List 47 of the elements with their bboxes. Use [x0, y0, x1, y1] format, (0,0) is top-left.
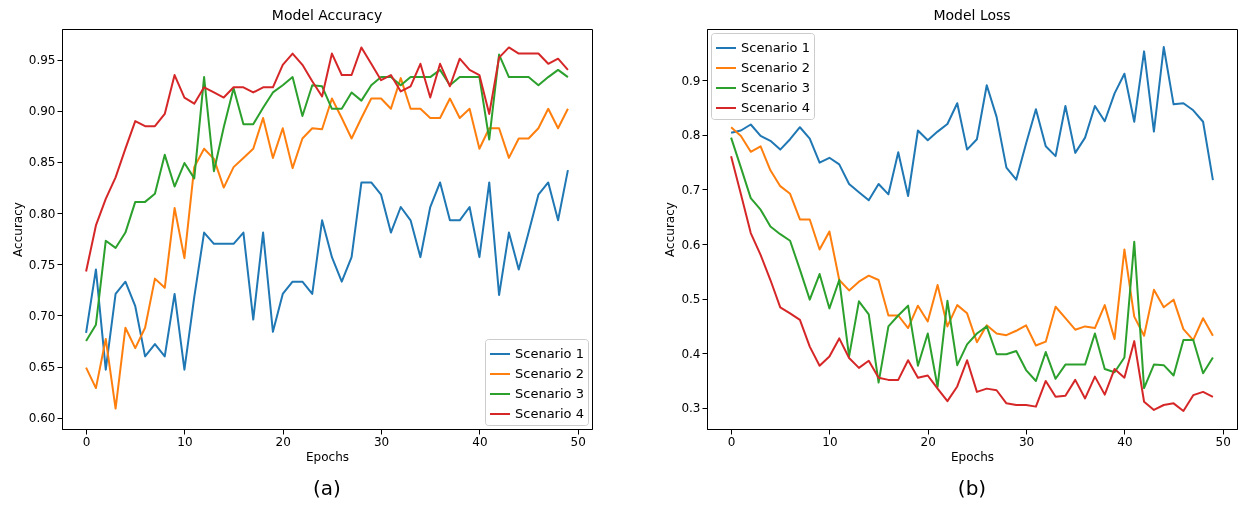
- x-tick-label: 40: [1117, 434, 1133, 449]
- x-tick-label: 0: [727, 434, 736, 449]
- legend-label: Scenario 1: [741, 40, 810, 55]
- x-tick-label: 10: [822, 434, 838, 449]
- x-tick-label: 20: [920, 434, 936, 449]
- y-tick-label: 0.90: [28, 104, 56, 119]
- y-tick-label: 0.60: [28, 411, 56, 426]
- y-axis-title: Accuracy: [10, 202, 25, 257]
- y-tick-label: 0.9: [681, 73, 701, 88]
- y-tick-label: 0.6: [681, 237, 701, 252]
- y-tick-label: 0.7: [681, 182, 701, 197]
- y-tick-label: 0.75: [28, 257, 56, 272]
- x-tick-label: 30: [1018, 434, 1035, 449]
- y-tick-label: 0.65: [28, 360, 56, 375]
- x-tick-label: 50: [1215, 434, 1231, 449]
- x-tick-label: 50: [570, 434, 586, 449]
- x-tick-label: 30: [373, 434, 390, 449]
- line-series: [730, 126, 1214, 347]
- x-axis-title: Epochs: [951, 449, 994, 464]
- x-tick-label: 10: [177, 434, 193, 449]
- legend-label: Scenario 3: [515, 386, 584, 401]
- x-tick-label: 40: [472, 434, 488, 449]
- line-series: [85, 46, 569, 273]
- x-tick-label: 20: [275, 434, 291, 449]
- y-tick-label: 0.95: [28, 53, 56, 68]
- y-tick-label: 0.5: [681, 292, 701, 307]
- chart-title: Model Accuracy: [271, 7, 383, 23]
- x-tick-label: 0: [82, 434, 91, 449]
- y-tick-label: 0.4: [681, 346, 701, 361]
- legend-label: Scenario 1: [515, 346, 584, 361]
- legend-label: Scenario 2: [515, 366, 584, 381]
- y-axis-title: Accuracy: [663, 202, 678, 257]
- line-series: [85, 53, 569, 343]
- text: (b): [957, 476, 987, 500]
- legend-label: Scenario 4: [515, 406, 584, 421]
- text: (a): [313, 476, 341, 500]
- y-tick-label: 0.70: [28, 308, 56, 323]
- legend-label: Scenario 2: [741, 60, 810, 75]
- y-tick-label: 0.8: [681, 128, 701, 143]
- legend-label: Scenario 4: [741, 100, 810, 115]
- x-axis-title: Epochs: [306, 449, 349, 464]
- chart-title: Model Loss: [933, 7, 1011, 23]
- y-tick-label: 0.80: [28, 206, 56, 221]
- y-tick-label: 0.85: [28, 155, 56, 170]
- legend-label: Scenario 3: [741, 80, 810, 95]
- y-tick-label: 0.3: [681, 401, 701, 416]
- line-series: [85, 77, 569, 410]
